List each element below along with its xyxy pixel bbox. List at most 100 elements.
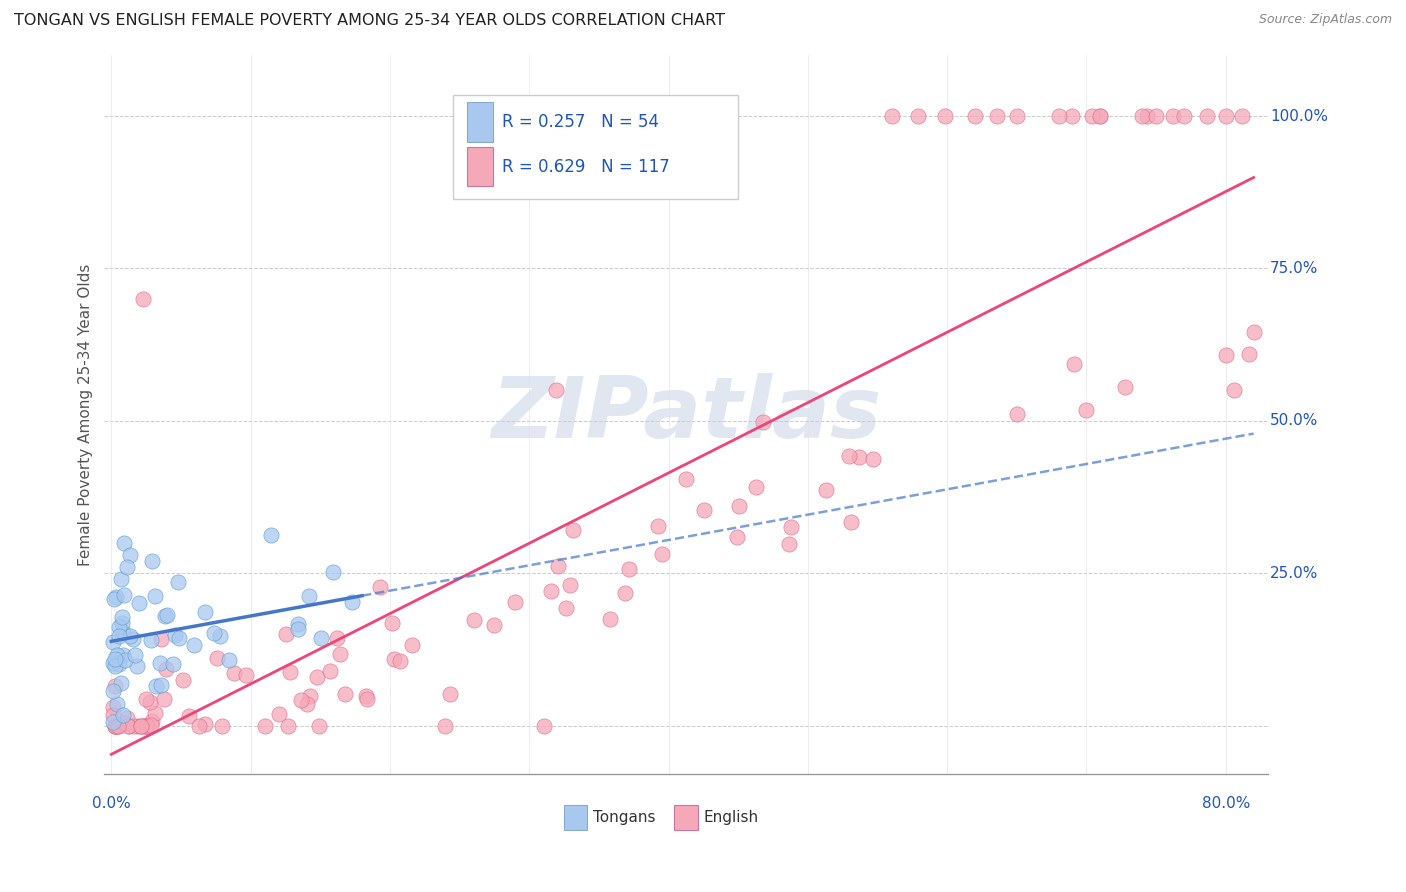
Point	[165, 628, 187, 642]
Text: Source: ZipAtlas.com: Source: ZipAtlas.com	[1258, 13, 1392, 27]
Point	[1230, 109, 1253, 123]
Point	[105, 718, 128, 732]
Point	[118, 718, 141, 732]
Point	[325, 631, 347, 645]
Point	[780, 520, 803, 534]
Point	[368, 580, 391, 594]
Point	[172, 673, 194, 687]
Bar	[467, 147, 494, 186]
Point	[533, 718, 555, 732]
Point	[319, 665, 342, 679]
Point	[778, 537, 800, 551]
Point	[115, 711, 138, 725]
Point	[108, 620, 131, 634]
Point	[388, 654, 411, 668]
Text: R = 0.257   N = 54: R = 0.257 N = 54	[502, 113, 659, 131]
Point	[111, 624, 134, 639]
Point	[134, 718, 156, 732]
Point	[136, 718, 159, 732]
Text: 80.0%: 80.0%	[1202, 796, 1250, 811]
Point	[1136, 109, 1159, 123]
Text: R = 0.629   N = 117: R = 0.629 N = 117	[502, 158, 669, 176]
Point	[381, 616, 404, 631]
Point	[143, 589, 166, 603]
Point	[1237, 346, 1260, 360]
Point	[307, 670, 329, 684]
Point	[651, 547, 673, 561]
Point	[235, 667, 257, 681]
Point	[295, 698, 318, 712]
Point	[118, 629, 141, 643]
Point	[752, 415, 775, 429]
Point	[1130, 109, 1153, 123]
Point	[143, 706, 166, 720]
Point	[107, 718, 129, 732]
Point	[104, 651, 127, 665]
Point	[290, 693, 312, 707]
Point	[675, 472, 697, 486]
Point	[107, 718, 129, 732]
Point	[111, 708, 134, 723]
Point	[104, 679, 127, 693]
Point	[124, 648, 146, 662]
Point	[1090, 109, 1112, 123]
Point	[132, 292, 155, 306]
Point	[540, 584, 562, 599]
Point	[482, 618, 505, 632]
Point	[108, 629, 131, 643]
Point	[544, 384, 567, 398]
Point	[907, 109, 929, 123]
Point	[725, 530, 748, 544]
Point	[555, 601, 578, 615]
Point	[744, 480, 766, 494]
Point	[128, 596, 150, 610]
Point	[1173, 109, 1195, 123]
Point	[122, 718, 145, 732]
Point	[963, 109, 986, 123]
Point	[205, 650, 228, 665]
Text: TONGAN VS ENGLISH FEMALE POVERTY AMONG 25-34 YEAR OLDS CORRELATION CHART: TONGAN VS ENGLISH FEMALE POVERTY AMONG 2…	[14, 13, 725, 29]
Point	[152, 692, 174, 706]
Point	[101, 708, 124, 723]
Point	[434, 718, 457, 732]
Text: 100.0%: 100.0%	[1270, 109, 1327, 124]
Point	[110, 675, 132, 690]
Point	[880, 109, 903, 123]
Point	[547, 559, 569, 574]
Point	[194, 605, 217, 619]
Point	[1047, 109, 1070, 123]
Text: 50.0%: 50.0%	[1270, 413, 1319, 428]
Point	[120, 548, 142, 562]
Point	[382, 652, 405, 666]
Point	[135, 691, 157, 706]
Point	[599, 612, 621, 626]
Point	[298, 589, 321, 603]
Point	[188, 718, 211, 732]
Text: 25.0%: 25.0%	[1270, 566, 1319, 581]
Point	[125, 659, 148, 673]
Point	[277, 718, 299, 732]
Point	[162, 657, 184, 671]
Point	[104, 590, 127, 604]
Point	[218, 653, 240, 667]
Bar	[564, 805, 588, 830]
Point	[105, 697, 128, 711]
Point	[1197, 109, 1219, 123]
Point	[848, 450, 870, 464]
Point	[614, 586, 637, 600]
Point	[838, 449, 860, 463]
Point	[333, 687, 356, 701]
Point	[127, 718, 149, 732]
Point	[839, 515, 862, 529]
Point	[298, 690, 321, 704]
Point	[141, 554, 163, 568]
Point	[129, 718, 152, 732]
Point	[112, 715, 135, 730]
Point	[814, 483, 837, 497]
Point	[267, 706, 290, 721]
Text: ZIPatlas: ZIPatlas	[491, 373, 882, 456]
Text: 75.0%: 75.0%	[1270, 261, 1319, 276]
Point	[287, 622, 309, 636]
Point	[139, 718, 162, 732]
Point	[101, 700, 124, 714]
